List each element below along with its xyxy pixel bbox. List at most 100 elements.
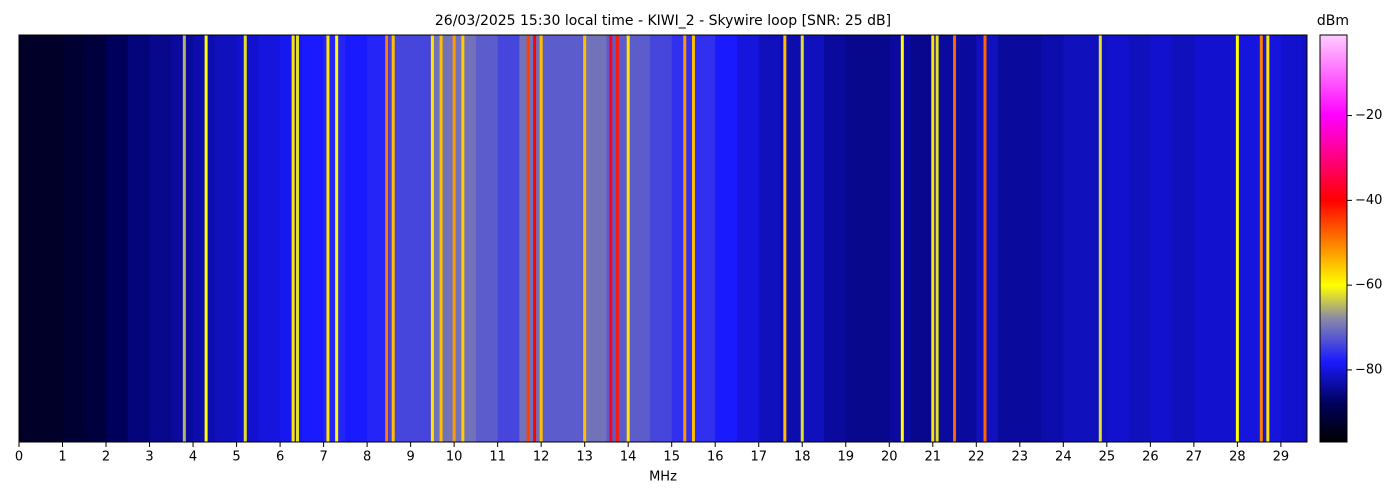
- noise-floor-cell: [584, 35, 607, 442]
- x-tick-label: 0: [15, 450, 23, 465]
- signal-line: [204, 35, 208, 442]
- x-tick-label: 3: [145, 450, 153, 465]
- noise-floor-cell: [1085, 35, 1108, 442]
- signal-line: [291, 35, 295, 442]
- x-tick-label: 11: [489, 450, 506, 465]
- signal-line: [452, 35, 456, 442]
- noise-floor-cell: [497, 35, 520, 442]
- noise-floor-cell: [1063, 35, 1086, 442]
- noise-floor-cell: [127, 35, 151, 442]
- signal-line: [182, 35, 186, 442]
- noise-floor-cell: [1106, 35, 1130, 442]
- signal-line: [243, 35, 247, 442]
- x-tick-label: 14: [620, 450, 637, 465]
- colorbar-tick-label: −80: [1355, 362, 1382, 377]
- signal-line: [615, 35, 619, 442]
- noise-floor-cell: [1172, 35, 1195, 442]
- noise-floor-cell: [40, 35, 64, 442]
- x-tick-label: 28: [1229, 450, 1246, 465]
- noise-floor-cell: [1280, 35, 1304, 442]
- x-tick-label: 24: [1055, 450, 1072, 465]
- noise-floor-cell: [236, 35, 259, 442]
- signal-line: [461, 35, 465, 442]
- x-tick-label: 18: [794, 450, 811, 465]
- x-tick-label: 23: [1012, 450, 1029, 465]
- noise-floor-cell: [171, 35, 194, 442]
- colorbar: [1319, 34, 1348, 443]
- signal-line: [335, 35, 339, 442]
- signal-line: [439, 35, 443, 442]
- x-tick-label: 2: [102, 450, 110, 465]
- x-tick-label: 13: [576, 450, 593, 465]
- noise-floor-cell: [715, 35, 738, 442]
- x-tick-label: 26: [1142, 450, 1159, 465]
- noise-floor-cell: [345, 35, 368, 442]
- noise-floor-cell: [475, 35, 499, 442]
- signal-line: [1259, 35, 1263, 442]
- signal-line: [533, 35, 537, 442]
- noise-floor-cell: [845, 35, 869, 442]
- noise-floor-cell: [1019, 35, 1043, 442]
- signal-line: [983, 35, 987, 442]
- noise-floor-cell: [867, 35, 890, 442]
- x-tick-label: 5: [232, 450, 240, 465]
- x-tick-label: 21: [925, 450, 942, 465]
- signal-line: [391, 35, 395, 442]
- noise-floor-cell: [258, 35, 281, 442]
- noise-floor-cell: [454, 35, 477, 442]
- noise-floor-cell: [736, 35, 760, 442]
- signal-line: [583, 35, 587, 442]
- x-tick-label: 7: [319, 450, 327, 465]
- noise-floor-cell: [541, 35, 564, 442]
- noise-floor-cell: [562, 35, 586, 442]
- noise-floor-cell: [19, 35, 42, 442]
- signal-line: [626, 35, 630, 442]
- signal-line: [609, 35, 613, 442]
- noise-floor-cell: [149, 35, 172, 442]
- x-tick-label: 8: [363, 450, 371, 465]
- colorbar-tick-label: −60: [1355, 278, 1382, 293]
- noise-floor-cell: [954, 35, 977, 442]
- signal-line: [539, 35, 543, 442]
- noise-floor-cell: [889, 35, 912, 442]
- noise-floor-cell: [911, 35, 934, 442]
- noise-floor-cell: [62, 35, 85, 442]
- noise-floor-cell: [519, 35, 542, 442]
- colorbar-label: dBm: [1317, 13, 1349, 29]
- noise-floor-cell: [998, 35, 1021, 442]
- noise-floor-cell: [1041, 35, 1064, 442]
- noise-floor-cell: [1302, 35, 1308, 442]
- colorbar-tick-label: −20: [1355, 108, 1382, 123]
- x-tick-label: 17: [750, 450, 767, 465]
- x-tick-label: 27: [1186, 450, 1203, 465]
- chart-title: 26/03/2025 15:30 local time - KIWI_2 - S…: [435, 13, 891, 29]
- noise-floor-cell: [976, 35, 999, 442]
- noise-floor-cell: [193, 35, 216, 442]
- x-axis-label: MHz: [649, 470, 677, 485]
- signal-line: [1266, 35, 1270, 442]
- signal-line: [385, 35, 389, 442]
- x-tick-label: 22: [968, 450, 985, 465]
- noise-floor-cell: [649, 35, 673, 442]
- noise-floor-cell: [802, 35, 825, 442]
- noise-floor-cell: [84, 35, 107, 442]
- colorbar-tick-label: −40: [1355, 193, 1382, 208]
- signal-line: [953, 35, 957, 442]
- signal-line: [295, 35, 299, 442]
- noise-floor-cell: [628, 35, 651, 442]
- x-tick-label: 6: [276, 450, 284, 465]
- signal-line: [900, 35, 904, 442]
- noise-floor-cell: [1259, 35, 1282, 442]
- noise-floor-cell: [410, 35, 433, 442]
- x-tick-label: 15: [663, 450, 680, 465]
- noise-floor-cell: [106, 35, 129, 442]
- signal-line: [1098, 35, 1102, 442]
- noise-floor-cell: [693, 35, 716, 442]
- signal-line: [683, 35, 687, 442]
- signal-line: [326, 35, 330, 442]
- x-tick-label: 25: [1099, 450, 1116, 465]
- noise-floor-cell: [1237, 35, 1260, 442]
- signal-line: [526, 35, 530, 442]
- noise-floor-cell: [758, 35, 781, 442]
